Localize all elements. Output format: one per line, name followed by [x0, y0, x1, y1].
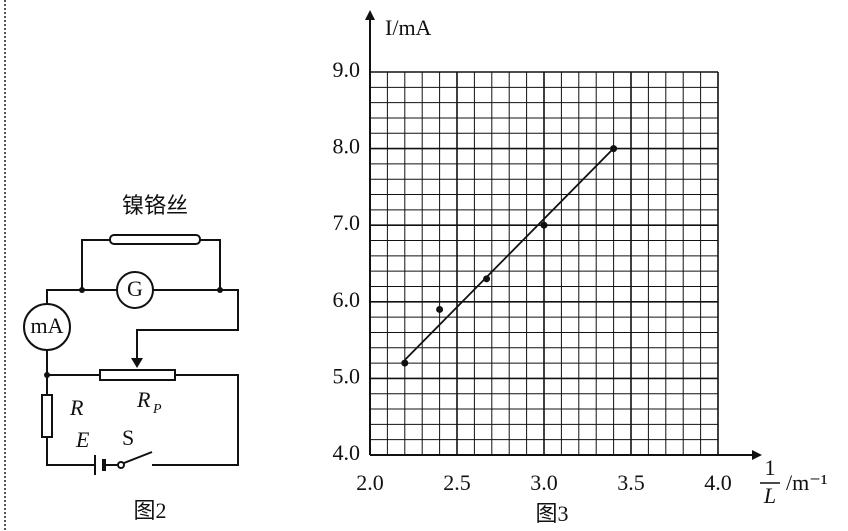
y-axis-label: I/mA — [385, 15, 432, 40]
fit-line — [404, 149, 613, 361]
x-tick-label: 4.0 — [704, 470, 732, 495]
x-label-denominator: L — [763, 483, 776, 508]
y-tick-label: 5.0 — [333, 363, 361, 388]
y-tick-label: 4.0 — [333, 440, 361, 465]
switch-label: S — [122, 425, 134, 450]
y-tick-label: 6.0 — [333, 287, 361, 312]
node — [217, 287, 223, 293]
y-axis-arrow — [365, 10, 375, 20]
rheostat — [99, 369, 176, 381]
resistor-label: R — [69, 395, 84, 420]
rheostat-subscript: P — [152, 402, 162, 417]
rheostat-label: R — [136, 387, 151, 412]
x-axis-arrow — [752, 450, 762, 460]
data-point — [436, 305, 444, 313]
x-tick-label: 3.0 — [530, 470, 558, 495]
wire — [46, 289, 239, 360]
switch-blade — [123, 451, 153, 464]
galvanometer — [116, 271, 154, 309]
y-tick-label: 8.0 — [333, 134, 361, 159]
wire-label: 镍铬丝 — [122, 193, 188, 218]
battery-label: E — [75, 427, 90, 452]
x-label-numerator: 1 — [765, 455, 776, 480]
resistor — [41, 394, 53, 438]
data-point — [401, 359, 409, 367]
caption: 图2 — [133, 498, 166, 523]
y-tick-label: 7.0 — [333, 210, 361, 235]
nichrome-wire — [109, 234, 201, 245]
x-tick-label: 3.5 — [617, 470, 645, 495]
switch-contact — [117, 461, 125, 469]
x-label-unit: /m⁻¹ — [786, 470, 827, 495]
y-tick-label: 9.0 — [333, 57, 361, 82]
node — [79, 287, 85, 293]
caption: 图3 — [535, 501, 568, 526]
slider-arrow — [131, 358, 143, 368]
circuit: 镍铬丝 G mA R R P E S 图2 — [23, 193, 239, 523]
x-tick-label: 2.5 — [443, 470, 471, 495]
ammeter-label: mA — [31, 313, 64, 338]
wire — [81, 239, 221, 290]
galvanometer-label: G — [127, 276, 143, 301]
node — [44, 372, 50, 378]
data-point — [540, 221, 548, 229]
x-tick-label: 2.0 — [356, 470, 384, 495]
data-point — [483, 275, 491, 283]
